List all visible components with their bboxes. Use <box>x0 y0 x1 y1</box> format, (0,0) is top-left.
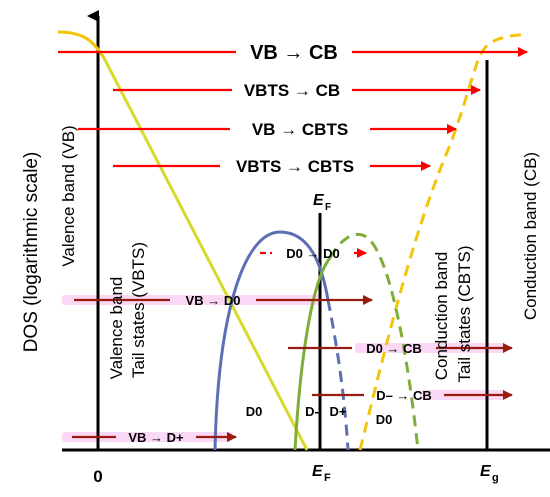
fermi-level-top-subscript: F <box>325 202 331 213</box>
x-axis-fermi-subscript: F <box>324 472 331 484</box>
glow-vb-dplus <box>62 432 232 442</box>
conduction-band-label: Conduction band (CB) <box>521 152 540 320</box>
fermi-level-top-label: E <box>313 192 325 209</box>
glow-d0-cb <box>355 343 505 353</box>
red-arrows <box>58 47 528 258</box>
label-vbts-cbts: VBTS → CBTS <box>236 157 354 176</box>
x-axis-gap-subscript: g <box>492 472 499 484</box>
donor-green-dashed-curve <box>328 232 420 451</box>
state-d-minus: D- <box>305 404 319 419</box>
valence-band-curve <box>57 30 106 59</box>
label-d0-d0: D0 → D0 <box>286 246 339 261</box>
conduction-tail-label-line1: Conduction band <box>432 252 451 381</box>
y-axis-label: DOS (logarithmic scale) <box>21 152 42 353</box>
conduction-tail-curve <box>358 32 529 451</box>
label-vb-cb: VB → CB <box>250 42 338 64</box>
valence-tail-label-line2: Tail states (VBTS) <box>129 242 148 378</box>
label-vb-cbts: VB → CBTS <box>252 120 348 139</box>
label-d0-cb: D0 → CB <box>366 341 422 356</box>
donor-d0-left-curve <box>213 230 330 451</box>
valence-band-label: Valence band (VB) <box>59 125 78 266</box>
x-axis-zero-label: 0 <box>93 467 102 486</box>
x-axis-gap-label: E <box>480 463 492 480</box>
label-dminus-cb: D– → CB <box>376 388 432 403</box>
x-axis-fermi-label: E <box>312 463 324 480</box>
valence-tail-curve <box>102 57 309 451</box>
label-vb-d0: VB → D0 <box>186 293 241 308</box>
conduction-tail-label-line2: Tail states (CBTS) <box>455 246 474 383</box>
donor-green-solid-curve <box>293 257 332 451</box>
glow-vb-d0 <box>62 295 320 305</box>
state-d0-right: D0 <box>376 412 393 427</box>
label-vbts-cb: VBTS → CB <box>244 81 340 100</box>
glow-highlights <box>62 295 505 442</box>
state-d0-left: D0 <box>246 404 263 419</box>
brown-arrows <box>72 295 513 442</box>
state-d-plus: D+ <box>330 404 347 419</box>
donor-d0-left-curve-dashed <box>326 299 350 451</box>
valence-tail-label-line1: Valence band <box>107 277 126 380</box>
label-vb-dplus: VB → D+ <box>128 430 184 445</box>
